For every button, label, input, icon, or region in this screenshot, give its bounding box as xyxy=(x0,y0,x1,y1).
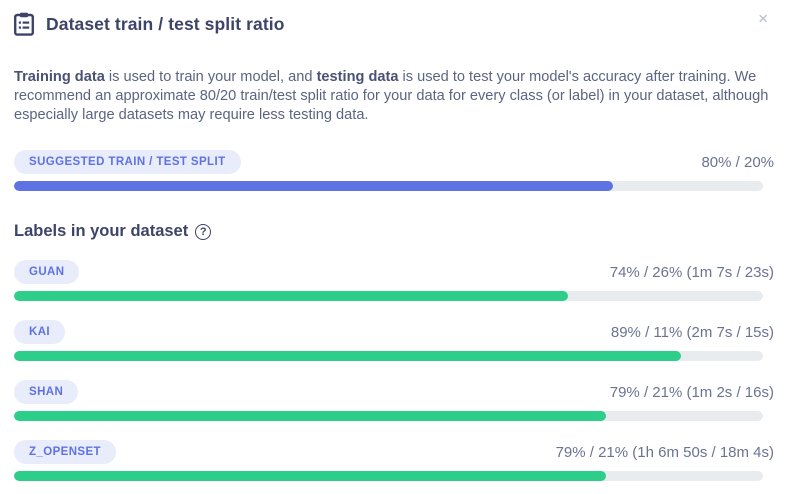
label-badge: SHAN xyxy=(14,380,79,404)
description-text: Training data is used to train your mode… xyxy=(14,68,774,125)
suggested-split-bar-fill xyxy=(14,181,614,191)
description-segment-2: is used to test your model's accuracy af… xyxy=(14,69,769,123)
label-badge: Z_OPENSET xyxy=(14,440,116,464)
suggested-split-badge: SUGGESTED TRAIN / TEST SPLIT xyxy=(14,150,241,174)
label-row-z-openset: Z_OPENSET 79% / 21% (1h 6m 50s / 18m 4s) xyxy=(14,440,774,481)
label-split-value: 74% / 26% (1m 7s / 23s) xyxy=(609,263,774,281)
labels-heading-text: Labels in your dataset xyxy=(14,222,189,240)
clipboard-list-icon xyxy=(14,12,34,36)
label-split-value: 79% / 21% (1h 6m 50s / 18m 4s) xyxy=(555,443,774,461)
label-row-kai: KAI 89% / 11% (2m 7s / 15s) xyxy=(14,320,774,361)
label-bar-fill xyxy=(14,411,606,421)
label-badge: KAI xyxy=(14,320,66,344)
label-bar-fill xyxy=(14,351,681,361)
label-badge: GUAN xyxy=(14,260,80,284)
dialog-title: Dataset train / test split ratio xyxy=(46,13,285,34)
suggested-split-value: 80% / 20% xyxy=(701,153,774,171)
description-segment-1: is used to train your model, and xyxy=(104,69,317,85)
label-bar-track xyxy=(14,291,763,301)
dialog-header: Dataset train / test split ratio × xyxy=(14,10,774,38)
suggested-split-section: SUGGESTED TRAIN / TEST SPLIT 80% / 20% xyxy=(14,150,774,191)
description-bold-training-data: Training data xyxy=(14,69,105,85)
label-bar-track xyxy=(14,351,763,361)
label-bar-fill xyxy=(14,471,606,481)
close-icon[interactable]: × xyxy=(758,9,768,28)
label-row-shan: SHAN 79% / 21% (1m 2s / 16s) xyxy=(14,380,774,421)
suggested-split-bar-track xyxy=(14,181,763,191)
labels-section-heading: Labels in your dataset ? xyxy=(14,222,774,241)
label-split-value: 89% / 11% (2m 7s / 15s) xyxy=(610,323,774,341)
label-row-guan: GUAN 74% / 26% (1m 7s / 23s) xyxy=(14,260,774,301)
label-bar-fill xyxy=(14,291,569,301)
label-split-value: 79% / 21% (1m 2s / 16s) xyxy=(609,383,774,401)
help-icon[interactable]: ? xyxy=(195,223,212,240)
label-bar-track xyxy=(14,411,763,421)
label-bar-track xyxy=(14,471,763,481)
description-bold-testing-data: testing data xyxy=(316,69,399,85)
